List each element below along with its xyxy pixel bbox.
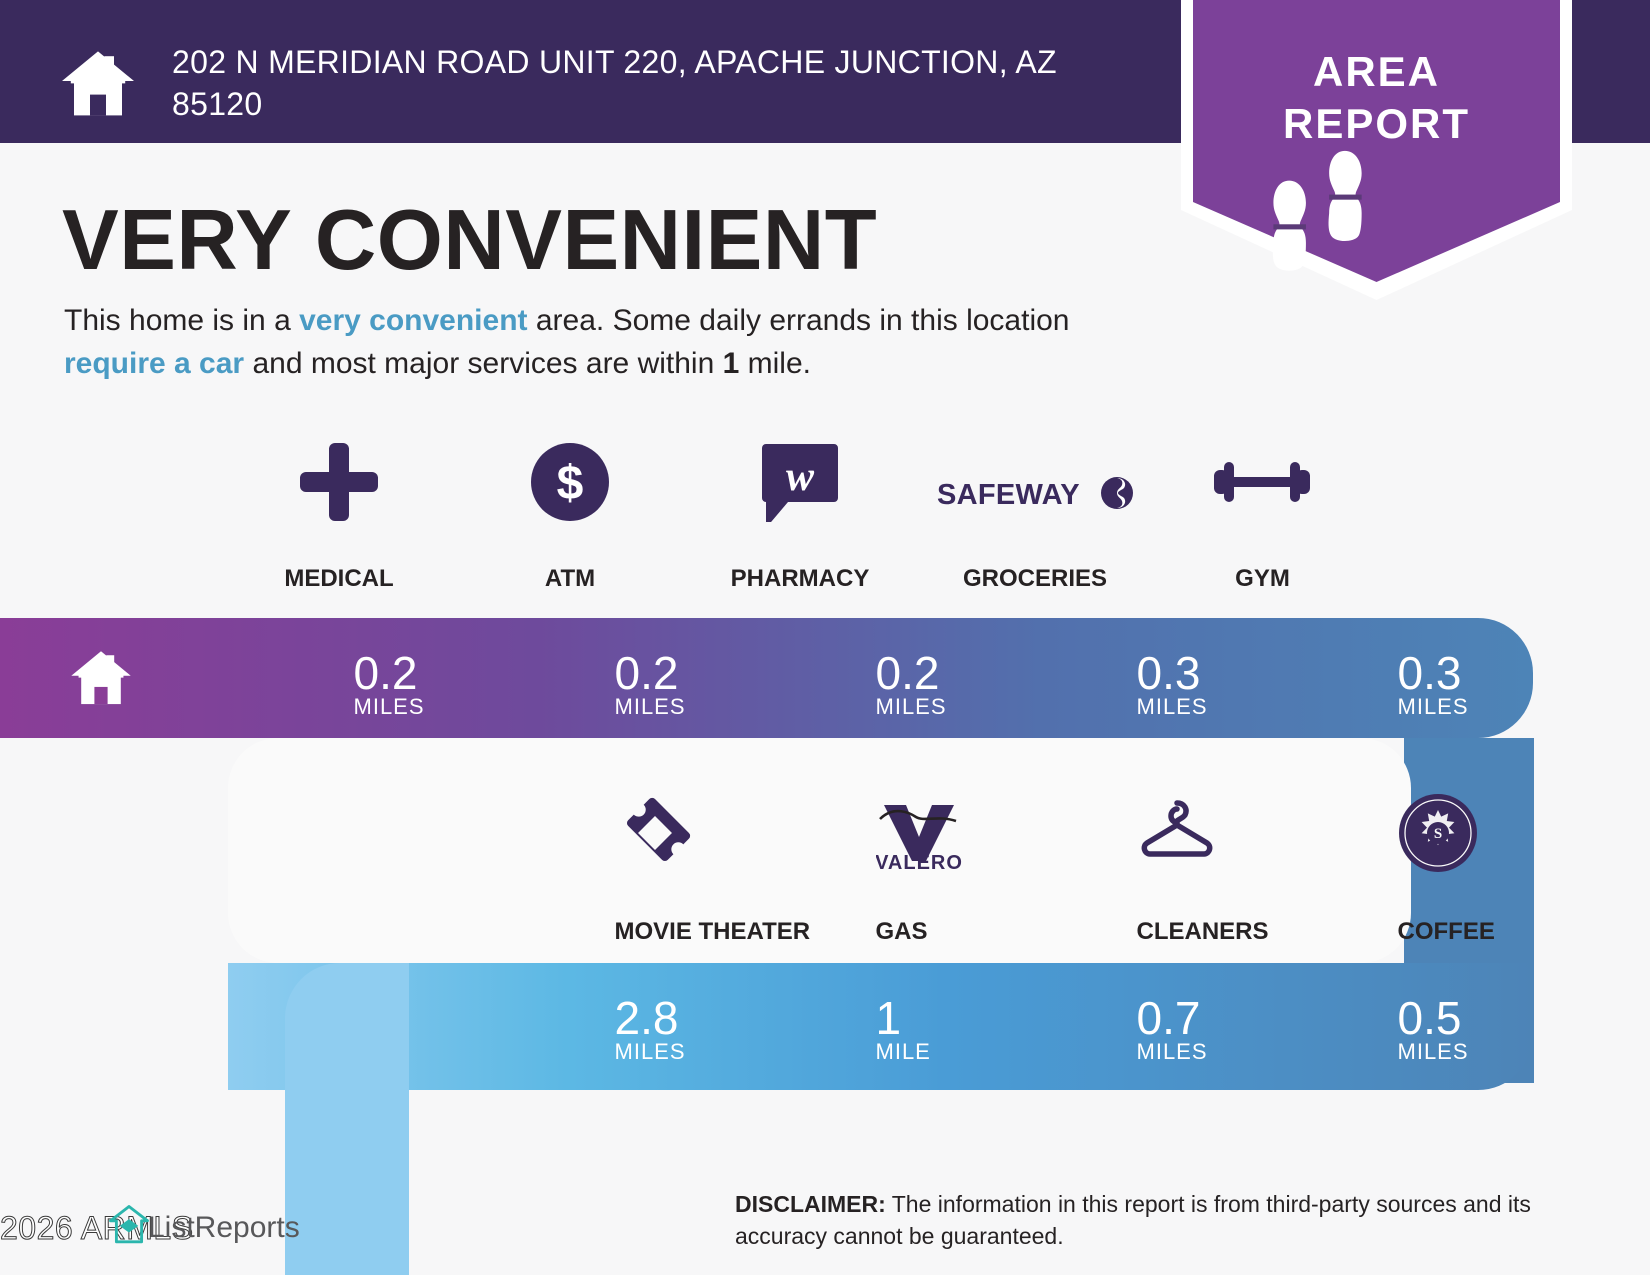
svg-text:VALERO: VALERO — [876, 852, 962, 873]
svg-text:S: S — [1433, 826, 1441, 842]
svg-text:$: $ — [557, 457, 584, 510]
svg-text:w: w — [786, 454, 815, 500]
svg-text:SAFEWAY: SAFEWAY — [937, 479, 1080, 511]
